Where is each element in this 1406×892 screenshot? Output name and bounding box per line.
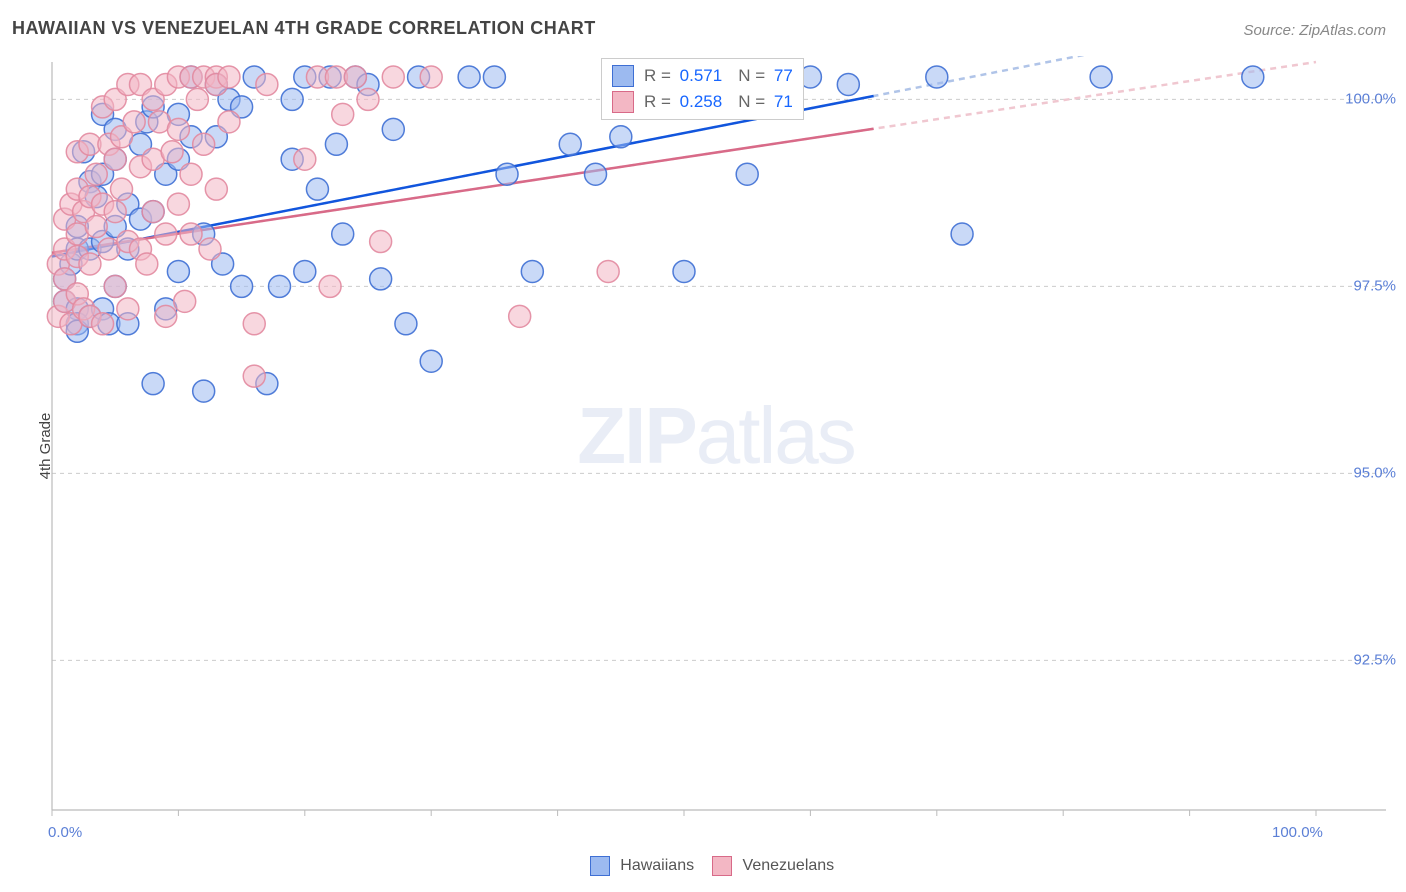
legend-swatch	[590, 856, 610, 876]
x-tick-label: 100.0%	[1272, 824, 1323, 841]
legend-swatch	[712, 856, 732, 876]
x-tick-label: 0.0%	[48, 824, 82, 841]
legend-label: Venezuelans	[738, 857, 834, 874]
y-axis-label: 4th Grade	[37, 413, 54, 480]
chart-title: HAWAIIAN VS VENEZUELAN 4TH GRADE CORRELA…	[12, 18, 596, 39]
plot-area: ZIPatlas R = 0.571N = 77R = 0.258N = 71	[46, 56, 1386, 816]
y-tick-label: 97.5%	[1353, 278, 1396, 295]
correlation-legend: R = 0.571N = 77R = 0.258N = 71	[601, 58, 804, 120]
correlation-legend-row: R = 0.258N = 71	[608, 89, 797, 115]
series-legend: Hawaiians Venezuelans	[0, 856, 1406, 876]
legend-label: Hawaiians	[616, 857, 694, 874]
y-tick-label: 92.5%	[1353, 652, 1396, 669]
y-tick-label: 95.0%	[1353, 465, 1396, 482]
correlation-legend-row: R = 0.571N = 77	[608, 63, 797, 89]
y-tick-label: 100.0%	[1345, 91, 1396, 108]
watermark: ZIPatlas	[577, 390, 854, 482]
source-attribution: Source: ZipAtlas.com	[1243, 22, 1386, 39]
